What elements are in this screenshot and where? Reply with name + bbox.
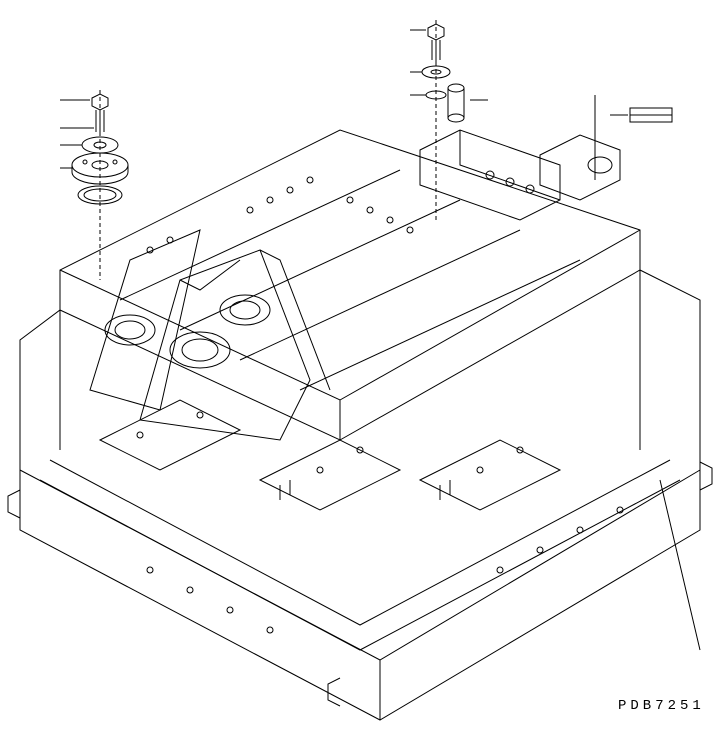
main-frame-iso <box>8 130 712 720</box>
pin-right <box>595 95 672 180</box>
bolt-assembly-left <box>60 90 128 280</box>
technical-diagram: PDB7251 <box>0 0 718 736</box>
frame-drawing <box>0 0 718 736</box>
bolt-assembly-right <box>410 20 488 220</box>
frame-leader-line <box>660 480 700 650</box>
reference-number: PDB7251 <box>618 698 705 714</box>
